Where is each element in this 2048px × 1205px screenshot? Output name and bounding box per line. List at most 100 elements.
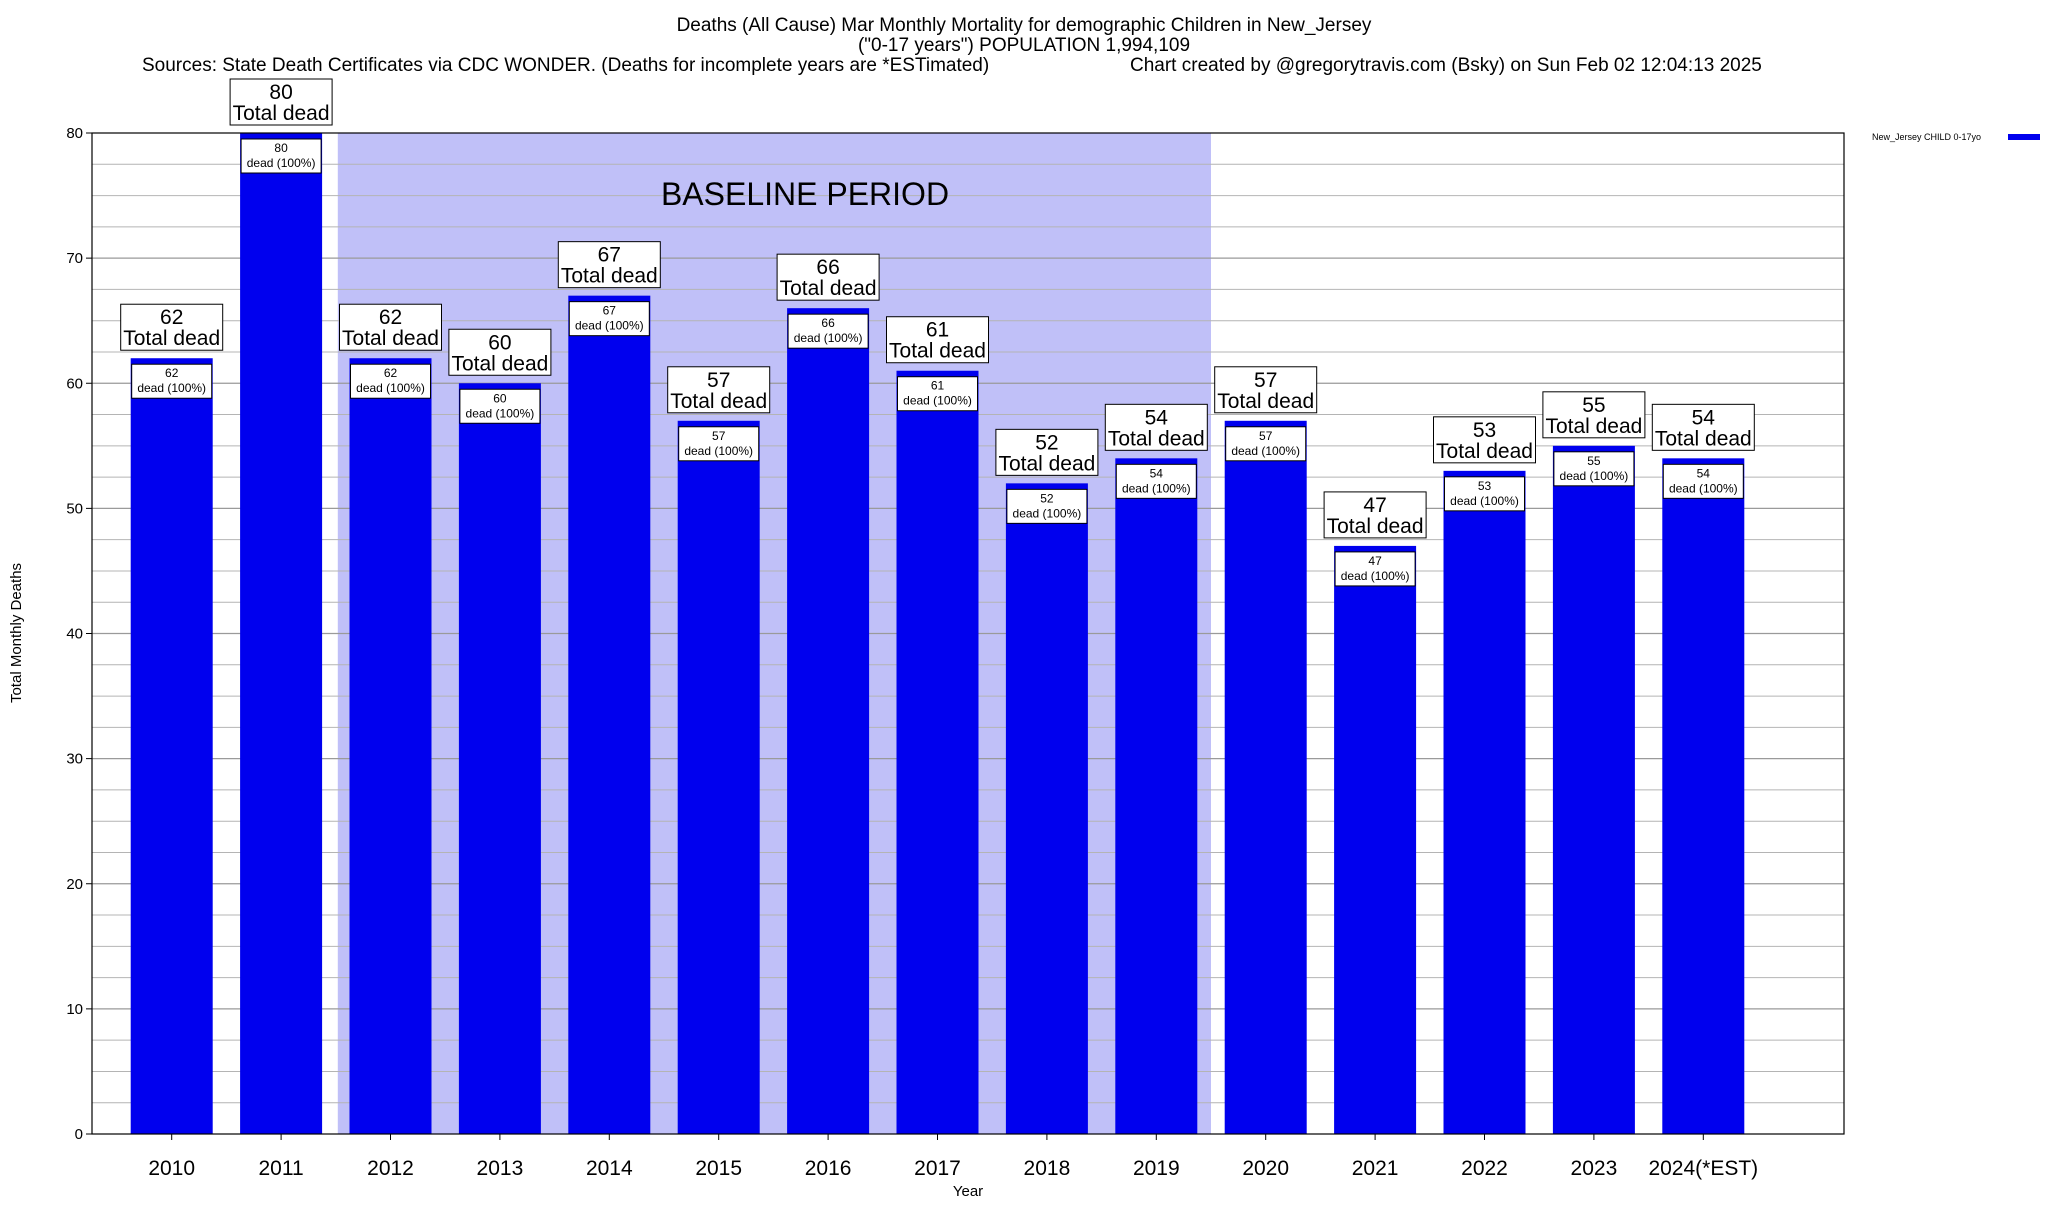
- bar-inner-value-label: 53: [1478, 479, 1492, 493]
- y-tick-label: 20: [66, 876, 83, 893]
- bar-caption-label: Total dead: [451, 352, 548, 375]
- bar-caption-label: Total dead: [889, 340, 986, 363]
- bar-value-label: 61: [926, 319, 949, 342]
- bar-value-label-box: [995, 428, 1099, 476]
- bar-value-label: 66: [816, 256, 839, 279]
- x-tick-label: 2014: [586, 1157, 633, 1180]
- bar-inner-caption-label: dead (100%): [1231, 444, 1300, 458]
- bar-inner-value-label: 61: [931, 379, 945, 393]
- bar-inner-value-label: 67: [603, 304, 617, 318]
- y-tick-label: 80: [66, 125, 83, 142]
- y-tick-label: 0: [75, 1126, 83, 1143]
- bar: [130, 358, 213, 1135]
- y-tick-label: 70: [66, 250, 83, 267]
- chart-source-note: Sources: State Death Certificates via CD…: [142, 55, 989, 76]
- bar-value-label: 54: [1692, 406, 1716, 429]
- bar-inner-value-label: 54: [1697, 466, 1711, 480]
- bar-value-label: 54: [1145, 406, 1169, 429]
- bar: [1115, 458, 1198, 1134]
- bar-inner-caption-label: dead (100%): [247, 156, 316, 170]
- bar-inner-value-label: 80: [274, 141, 288, 155]
- x-tick-label: 2024(*EST): [1648, 1157, 1758, 1180]
- bar-value-label-box: [886, 316, 989, 364]
- y-tick-label: 50: [66, 500, 83, 517]
- bar-caption-label: Total dead: [1217, 390, 1314, 413]
- bar-inner-caption-label: dead (100%): [1450, 494, 1519, 508]
- y-tick-label: 40: [66, 626, 83, 643]
- bar-inner-label-box: [568, 301, 650, 337]
- bar-inner-label-box: [1115, 463, 1197, 499]
- baseline-period-label: BASELINE PERIOD: [661, 176, 949, 212]
- bar-inner-caption-label: dead (100%): [1669, 481, 1738, 495]
- bar-inner-label-box: [1006, 488, 1088, 524]
- bar-inner-caption-label: dead (100%): [903, 394, 972, 408]
- bar-value-label-box: [1651, 403, 1755, 451]
- x-tick-label: 2016: [805, 1157, 852, 1180]
- y-tick-label: 60: [66, 375, 83, 392]
- x-tick-label: 2013: [477, 1157, 524, 1180]
- bar-value-label-box: [667, 366, 771, 414]
- bar-inner-label-box: [1662, 463, 1744, 499]
- bar-value-label-box: [776, 253, 880, 301]
- x-tick-label: 2012: [367, 1157, 414, 1180]
- bar: [349, 358, 432, 1135]
- chart-subtitle: ("0-17 years") POPULATION 1,994,109: [858, 35, 1190, 56]
- bar-inner-caption-label: dead (100%): [1560, 469, 1629, 483]
- bar-inner-value-label: 57: [1259, 429, 1273, 443]
- bar-caption-label: Total dead: [670, 390, 767, 413]
- bar-caption-label: Total dead: [1655, 427, 1752, 450]
- bar-inner-value-label: 57: [712, 429, 726, 443]
- x-tick-label: 2011: [259, 1157, 304, 1180]
- bar-inner-caption-label: dead (100%): [356, 381, 425, 395]
- bar-inner-value-label: 60: [493, 391, 507, 405]
- x-tick-label: 2021: [1352, 1157, 1399, 1180]
- bar-inner-label-box: [131, 363, 213, 399]
- bar-value-label-box: [1323, 491, 1427, 539]
- x-axis-label: Year: [953, 1183, 983, 1200]
- x-tick-label: 2015: [695, 1157, 742, 1180]
- x-axis: 2010 2011 2012 2013 2014 2015 2016 2017 2018 2019…: [148, 1134, 1758, 1180]
- bar-caption-label: Total dead: [780, 277, 877, 300]
- bar-value-label: 47: [1363, 494, 1386, 517]
- bar-inner-value-label: 55: [1587, 454, 1601, 468]
- bar-inner-caption-label: dead (100%): [1341, 569, 1410, 583]
- x-tick-label: 2020: [1242, 1157, 1289, 1180]
- bar-inner-caption-label: dead (100%): [466, 406, 535, 420]
- bar-inner-caption-label: dead (100%): [137, 381, 206, 395]
- bar-value-label-box: [1542, 391, 1646, 439]
- chart-title: Deaths (All Cause) Mar Monthly Mortality…: [677, 15, 1372, 36]
- bar-inner-caption-label: dead (100%): [794, 331, 863, 345]
- bar-value-label-box: [1214, 366, 1318, 414]
- bar: [568, 295, 651, 1135]
- y-axis: 0 10 20 30 40 50 60 70 80: [66, 125, 92, 1143]
- bar: [1552, 445, 1635, 1134]
- bar-value-label: 62: [160, 306, 183, 329]
- bar-value-label: 80: [269, 81, 292, 104]
- bar-caption-label: Total dead: [123, 327, 220, 350]
- bar-caption-label: Total dead: [342, 327, 439, 350]
- bar-inner-value-label: 47: [1368, 554, 1382, 568]
- legend-swatch: [2008, 134, 2040, 140]
- bar-inner-label-box: [897, 376, 978, 412]
- bar: [1005, 483, 1088, 1135]
- bar-inner-label-box: [459, 388, 541, 424]
- bar-value-label-box: [448, 328, 552, 376]
- bar-inner-value-label: 54: [1150, 466, 1164, 480]
- y-tick-label: 10: [66, 1001, 83, 1018]
- bar-value-label-box: [1433, 416, 1536, 464]
- bar-caption-label: Total dead: [561, 265, 658, 288]
- bar-inner-caption-label: dead (100%): [1013, 506, 1082, 520]
- bar-caption-label: Total dead: [1108, 427, 1205, 450]
- bar-value-label-box: [557, 241, 661, 289]
- bar-value-label-box: [1104, 403, 1208, 451]
- bar-value-label: 57: [707, 369, 730, 392]
- bar-inner-value-label: 62: [384, 366, 398, 380]
- bar-inner-caption-label: dead (100%): [575, 319, 644, 333]
- bar-caption-label: Total dead: [998, 452, 1095, 475]
- bar-value-label: 52: [1035, 431, 1058, 454]
- x-tick-label: 2023: [1571, 1157, 1618, 1180]
- x-tick-label: 2018: [1024, 1157, 1071, 1180]
